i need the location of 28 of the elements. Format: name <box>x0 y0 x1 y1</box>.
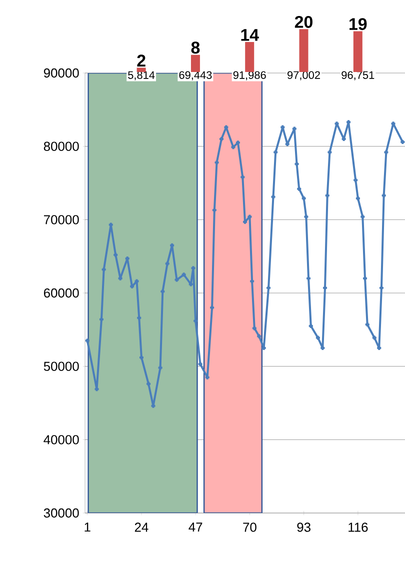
bar <box>136 68 146 72</box>
data-label: 2 <box>137 54 146 67</box>
data-label: 20 <box>294 16 312 28</box>
y-tick-label: 50000 <box>44 362 79 371</box>
x-tick-label: 116 <box>348 522 368 532</box>
data-label: 8 <box>191 42 200 54</box>
x-tick-label: 1 <box>84 522 90 532</box>
x-tick-label: 69,443 <box>179 71 212 80</box>
bar <box>190 54 200 72</box>
x-tick-label: 97,002 <box>288 71 320 80</box>
y-tick-label: 40000 <box>44 435 79 444</box>
x-tick-label: 93 <box>297 522 310 532</box>
x-tick-label: 96,751 <box>342 71 374 80</box>
x-tick-label: 24 <box>134 522 148 532</box>
data-label: 14 <box>241 29 259 41</box>
x-tick-label: 47 <box>188 522 202 532</box>
bar <box>245 42 254 72</box>
y-tick-label: 90000 <box>44 68 79 78</box>
bar <box>299 29 308 72</box>
bar <box>353 31 362 72</box>
y-tick-label: 60000 <box>44 288 79 298</box>
x-tick-label: 70 <box>243 522 256 532</box>
x-tick-label: 91,986 <box>233 71 266 80</box>
data-label: 19 <box>350 18 367 30</box>
y-tick-label: 70000 <box>44 215 79 224</box>
y-tick-label: 80000 <box>44 142 79 151</box>
y-tick-label: 30000 <box>44 508 79 518</box>
x-tick-label: 5,814 <box>128 71 155 80</box>
